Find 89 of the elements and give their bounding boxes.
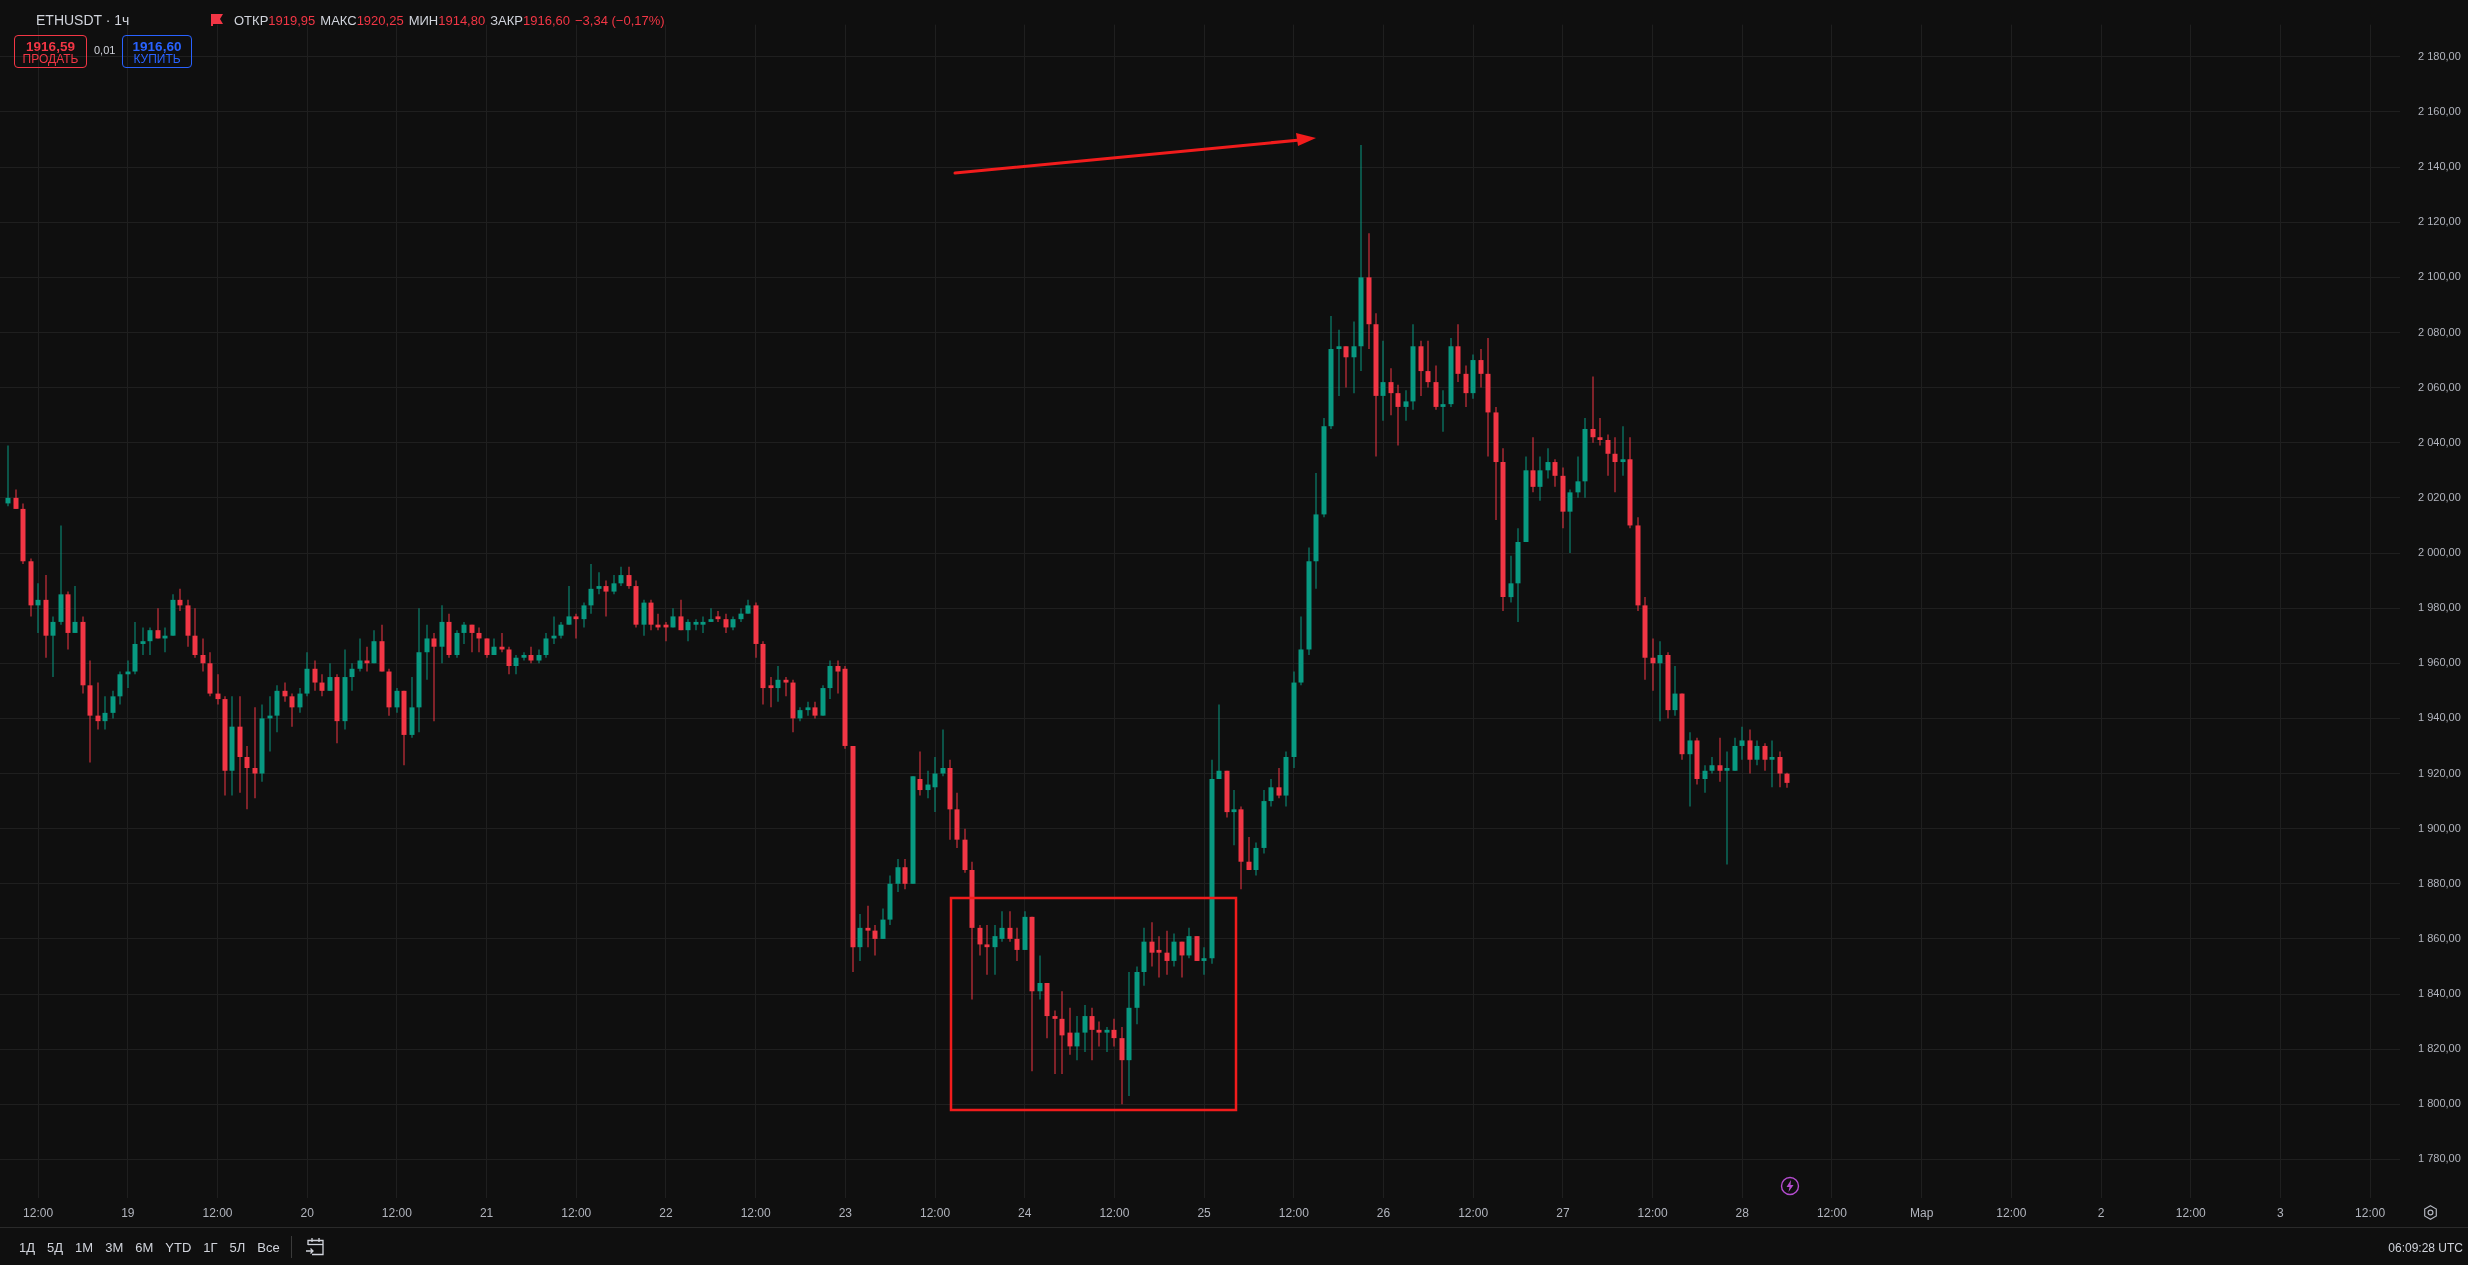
y-tick-label: 2 100,00 [2418, 270, 2461, 283]
candlestick [1724, 751, 1730, 865]
x-tick-label: 12:00 [1996, 1205, 2027, 1220]
y-tick-label: 2 020,00 [2418, 490, 2461, 503]
x-tick-label: 12:00 [2355, 1205, 2386, 1220]
annotation: ОТКР [234, 13, 269, 28]
text: YTD [165, 1240, 192, 1255]
x-tick-label: 22 [659, 1205, 673, 1220]
x-tick-label: 24 [1018, 1205, 1032, 1220]
x-tick-label: 21 [479, 1205, 494, 1220]
annotation: 1920,25 [356, 13, 404, 28]
annotation: МАКС [320, 13, 357, 28]
x-tick-label: 25 [1197, 1205, 1212, 1220]
y-tick-label: 1 980,00 [2418, 601, 2461, 614]
annotation: ПРОДАТЬ [21, 52, 80, 66]
x-tick-label: 12:00 [2175, 1205, 2207, 1220]
y-tick-label: 2 000,00 [2418, 546, 2461, 559]
annotation: 1916,60 [522, 13, 570, 28]
annotation: 1919,95 [268, 13, 316, 28]
annotation: МИН [408, 13, 439, 28]
x-tick-label: 12:00 [920, 1205, 951, 1220]
candlestick [1769, 740, 1775, 788]
y-tick-label: 1 920,00 [2418, 766, 2461, 779]
chart-title: ETHUSDT · 1ч [36, 12, 130, 28]
y-tick-label: 2 080,00 [2418, 325, 2461, 338]
x-tick-label: 12:00 [1637, 1205, 1668, 1220]
y-tick-label: 2 160,00 [2418, 105, 2461, 118]
x-tick-label: 12:00 [561, 1205, 592, 1220]
y-tick-label: 1 880,00 [2418, 876, 2461, 889]
text: 3М [105, 1240, 124, 1255]
annotation: 1916,59 [25, 39, 75, 54]
y-tick-label: 1 900,00 [2418, 821, 2461, 834]
x-tick-label: 26 [1376, 1205, 1391, 1220]
x-tick-label: 12:00 [1099, 1205, 1130, 1220]
candlestick [1620, 426, 1626, 476]
y-tick-label: 1 800,00 [2418, 1097, 2461, 1110]
y-tick-label: 1 940,00 [2418, 711, 2461, 724]
text: 1Г [203, 1240, 218, 1255]
candlestick [1657, 641, 1663, 722]
annotation: 1916,60 [131, 39, 183, 54]
candlestick [1440, 390, 1446, 432]
x-tick-label: 20 [300, 1205, 315, 1220]
x-tick-label: 3 [2277, 1205, 2285, 1220]
y-tick-label: 1 860,00 [2418, 931, 2461, 944]
y-tick-label: 1 780,00 [2418, 1152, 2461, 1165]
y-tick-label: 1 840,00 [2418, 987, 2461, 1000]
y-tick-label: 2 180,00 [2418, 49, 2461, 62]
text: 5Л [229, 1240, 246, 1255]
y-tick-label: 1 960,00 [2418, 656, 2461, 669]
candlestick [252, 707, 258, 799]
annotation: −3,34 (−0,17%) [574, 13, 665, 28]
candlestick [768, 677, 774, 708]
buy-button: 1916,60 КУПИТЬ [122, 35, 192, 68]
y-tick-label: 2 120,00 [2418, 215, 2461, 228]
candlestick [1336, 329, 1342, 396]
y-tick-label: 1 820,00 [2418, 1042, 2461, 1055]
x-tick-label: 28 [1735, 1205, 1750, 1220]
x-tick-label: 12:00 [381, 1205, 413, 1220]
annotation: 0,01 [94, 44, 116, 57]
text: 1Д [19, 1240, 36, 1255]
sell-button: 1916,59 ПРОДАТЬ [14, 35, 87, 68]
x-tick-label: 12:00 [740, 1205, 771, 1220]
y-tick-label: 2 060,00 [2418, 380, 2461, 393]
candlestick [1052, 1010, 1058, 1074]
x-tick-label: Мар [1909, 1205, 1934, 1220]
text: 06:09:28 UTC [2388, 1241, 2463, 1255]
x-tick-label: 23 [838, 1205, 853, 1220]
annotation: КУПИТЬ [132, 52, 182, 66]
annotation: ЗАКР [490, 13, 523, 28]
text: 5Д [47, 1240, 64, 1255]
x-tick-label: 27 [1556, 1205, 1570, 1220]
x-tick-label: 12:00 [1458, 1205, 1489, 1220]
x-tick-label: 12:00 [1278, 1205, 1310, 1220]
candlestick [865, 905, 871, 948]
candlestick [431, 632, 437, 722]
candlestick [1231, 790, 1237, 846]
x-tick-label: 12:00 [23, 1205, 54, 1220]
y-tick-label: 2 140,00 [2418, 160, 2461, 173]
candlestick [1156, 936, 1162, 978]
x-tick-label: 19 [121, 1205, 135, 1220]
annotation: 1914,80 [438, 13, 486, 28]
candlestick [984, 925, 990, 975]
text: Все [257, 1240, 280, 1255]
x-tick-label: 2 [2097, 1205, 2105, 1220]
x-tick-label: 12:00 [202, 1205, 233, 1220]
text: 1М [75, 1240, 94, 1255]
y-tick-label: 2 040,00 [2418, 435, 2461, 448]
x-tick-label: 12:00 [1816, 1205, 1848, 1220]
text: 6М [135, 1240, 154, 1255]
